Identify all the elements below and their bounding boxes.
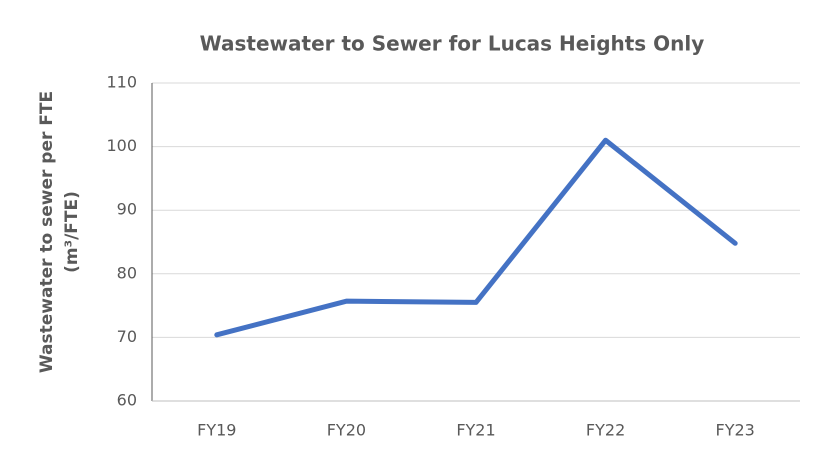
y-axis-label: Wastewater to sewer per FTE — [37, 91, 57, 373]
y-tick-label: 90 — [117, 200, 137, 219]
y-tick-label: 70 — [117, 327, 137, 346]
x-tick-label: FY19 — [197, 421, 236, 440]
x-tick-label: FY20 — [327, 421, 366, 440]
chart-title: Wastewater to Sewer for Lucas Heights On… — [200, 32, 705, 56]
y-tick-label: 100 — [106, 136, 137, 155]
y-tick-label: 80 — [117, 263, 137, 282]
y-tick-label: 60 — [117, 391, 137, 410]
x-tick-label: FY23 — [716, 421, 755, 440]
y-axis-label: (m³/FTE) — [62, 191, 82, 273]
x-tick-label: FY21 — [456, 421, 495, 440]
y-tick-label: 110 — [106, 73, 137, 92]
x-tick-label: FY22 — [586, 421, 625, 440]
data-line — [214, 137, 738, 338]
